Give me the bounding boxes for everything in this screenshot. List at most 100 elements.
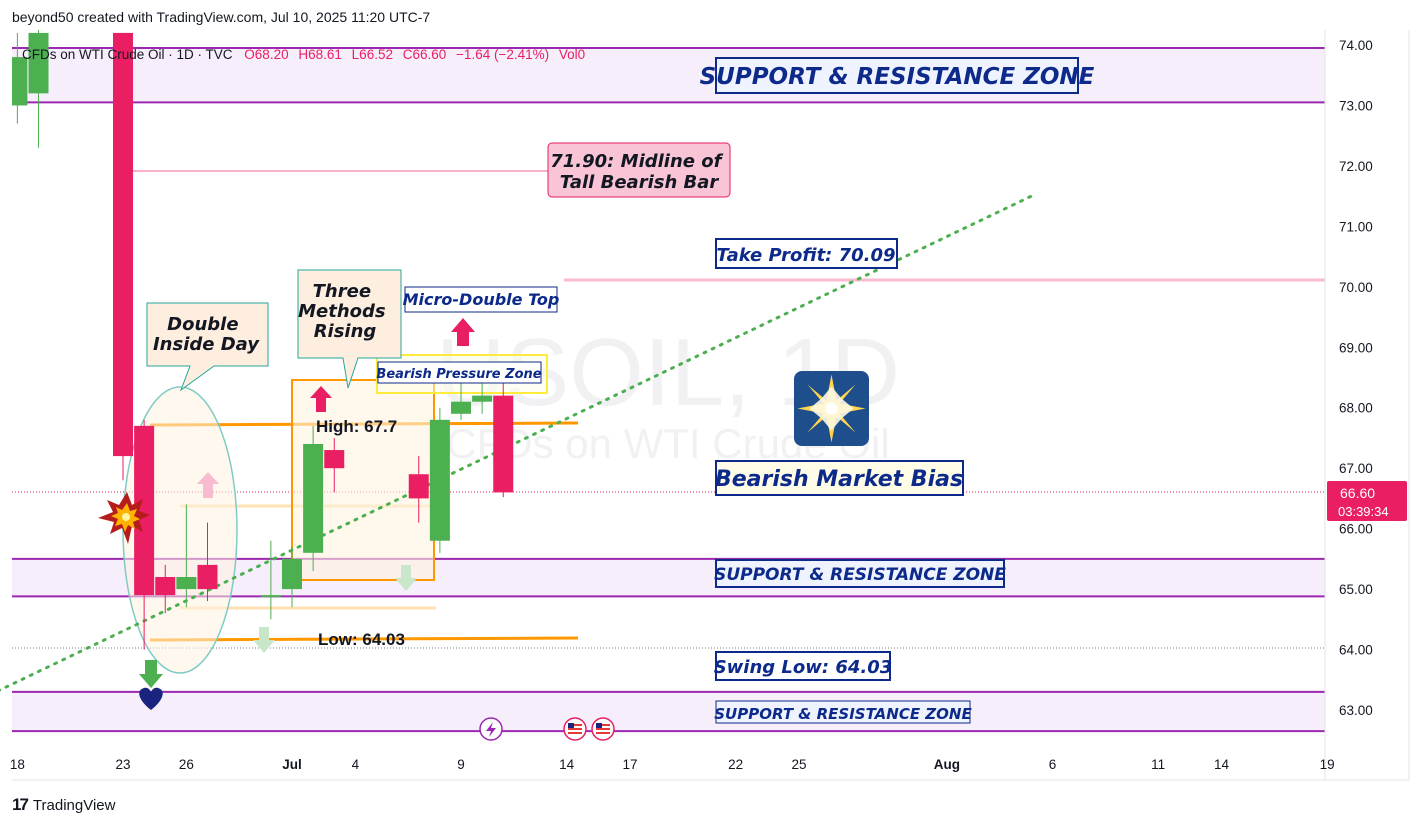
price-tick-label: 68.00 [1339, 401, 1373, 416]
price-tick-label: 71.00 [1339, 219, 1373, 234]
candle-body [303, 444, 324, 553]
arrow-up-icon [451, 318, 475, 346]
double-inside-day-label: Double Inside Day [153, 314, 260, 355]
candle-body [260, 595, 281, 598]
heart-icon [139, 687, 163, 710]
bias-label: Bearish Market Bias [715, 467, 963, 492]
sr-zone-fill [12, 48, 1325, 103]
sun-burst-icon [794, 371, 869, 446]
time-tick-label: 25 [791, 757, 806, 772]
time-tick-label: 6 [1049, 757, 1057, 772]
candle [134, 419, 155, 650]
candle [113, 32, 133, 481]
countdown-value: 03:39:34 [1338, 504, 1389, 519]
tradingview-logo-icon: 17 [12, 795, 29, 814]
time-tick-label: 18 [10, 757, 25, 772]
time-tick-label: Jul [282, 757, 302, 772]
legend-open: O68.20 [244, 47, 288, 62]
time-tick-label: 14 [559, 757, 575, 772]
time-tick-label: 17 [622, 757, 637, 772]
sr-zone-label-top: SUPPORT & RESISTANCE ZONE [700, 64, 1095, 90]
bearish-pressure-label: Bearish Pressure Zone [376, 367, 541, 382]
candle-body [282, 558, 302, 590]
explosion-icon [98, 492, 150, 544]
candle-body [155, 577, 176, 596]
price-tick-label: 73.00 [1339, 98, 1373, 113]
candle [197, 522, 218, 602]
chart-attribution: beyond50 created with TradingView.com, J… [12, 9, 431, 25]
micro-double-top-label: Micro-Double Top [403, 290, 560, 309]
arrows [98, 318, 475, 710]
price-tick-label: 63.00 [1339, 703, 1373, 718]
price-tick-label: 72.00 [1339, 159, 1373, 174]
low-label: Low: 64.03 [318, 630, 405, 649]
time-tick-label: Aug [934, 757, 960, 772]
time-tick-label: 11 [1151, 757, 1165, 772]
legend-low: L66.52 [352, 47, 393, 62]
time-tick-label: 14 [1214, 757, 1230, 772]
legend-close: C66.60 [403, 47, 447, 62]
three-methods-label: Three Methods Rising [298, 281, 392, 342]
symbol-legend[interactable]: CFDs on WTI Crude Oil · 1D · TVC O68.20 … [22, 47, 585, 62]
candle-body [28, 32, 49, 94]
candle-body [197, 564, 218, 590]
arrow-up-icon [197, 472, 219, 498]
high-label: High: 67.7 [316, 417, 397, 436]
candle-body [451, 401, 471, 414]
candle [472, 383, 493, 414]
us-flag-icon [563, 717, 587, 741]
time-tick-label: 23 [115, 757, 130, 772]
time-axis: 18 23 26 Jul 4 9 14 17 22 25 Aug 6 11 14 19 [10, 757, 1335, 772]
arrow-down-icon [139, 660, 163, 688]
price-axis: 74.00 73.00 72.00 71.00 70.00 69.00 68.00 67.00… [1339, 38, 1373, 718]
candle-body [429, 419, 450, 541]
tradingview-logo[interactable]: 17 TradingView [12, 795, 115, 815]
legend-symbol: CFDs on WTI Crude Oil · 1D · TVC [22, 47, 233, 62]
take-profit-label: Take Profit: 70.09 [716, 245, 895, 266]
price-tick-label: 66.00 [1339, 522, 1373, 537]
arrow-down-icon [395, 565, 417, 591]
candle-body [113, 32, 133, 457]
midline-label: 71.90: Midline of Tall Bearish Bar [550, 151, 727, 193]
candle [429, 407, 450, 553]
sr-zone-label-bottom: SUPPORT & RESISTANCE ZONE [714, 705, 972, 723]
price-axis-bg[interactable] [1325, 30, 1421, 780]
candle [12, 32, 28, 124]
price-tick-label: 70.00 [1339, 280, 1373, 295]
time-tick-label: 9 [457, 757, 465, 772]
candle [324, 437, 345, 493]
time-tick-label: 4 [352, 757, 360, 772]
sr-zone-label-mid: SUPPORT & RESISTANCE ZONE [714, 565, 1006, 585]
candle [303, 425, 324, 571]
candle-body [493, 395, 514, 493]
candle [176, 504, 197, 608]
swing-low-label: Swing Low: 64.03 [714, 657, 893, 678]
time-tick-label: 19 [1320, 757, 1335, 772]
candle [408, 456, 429, 523]
candle-body [176, 577, 197, 590]
candle [28, 30, 49, 148]
price-tick-label: 74.00 [1339, 38, 1373, 53]
price-tick-label: 65.00 [1339, 582, 1373, 597]
time-tick-label: 26 [179, 757, 194, 772]
candle [260, 540, 281, 620]
tradingview-brand: TradingView [32, 796, 116, 814]
candle [155, 564, 176, 614]
price-tick-label: 64.00 [1339, 643, 1373, 658]
arrow-down-icon [253, 627, 275, 653]
price-tick-label: 67.00 [1339, 461, 1373, 476]
candlesticks [12, 30, 514, 650]
price-tick-label: 69.00 [1339, 340, 1373, 355]
sr-zone-fill [12, 691, 1325, 732]
arrow-up-icon [310, 386, 332, 412]
time-tick-label: 22 [728, 757, 743, 772]
legend-high: H68.61 [298, 47, 342, 62]
legend-change: −1.64 (−2.41%) [456, 47, 549, 62]
candle-body [408, 474, 429, 499]
us-flag-icon [591, 717, 615, 741]
event-markers[interactable] [479, 717, 615, 741]
svg-text:CFDs on WTI Crude Oil · 1D · T: CFDs on WTI Crude Oil · 1D · TVC O68.20 … [22, 47, 585, 62]
last-price-badge: 66.60 03:39:34 [1327, 481, 1407, 521]
candle-body [324, 450, 345, 469]
